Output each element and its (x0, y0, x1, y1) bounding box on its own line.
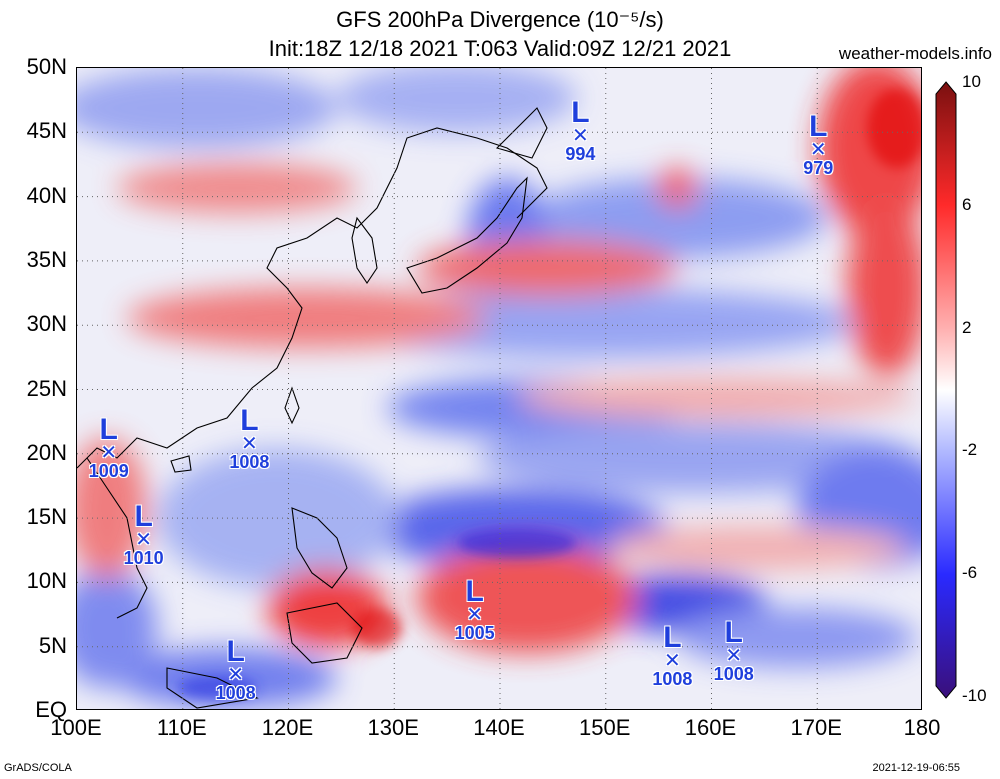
lon-tick-label: 150E (579, 715, 631, 740)
lon-tick-label: 100E (50, 715, 102, 740)
colorbar (935, 81, 957, 699)
low-center-icon: ✕ (725, 644, 743, 667)
colorbar-tick-label: 2 (962, 317, 972, 337)
low-pressure-marker: L ✕ 1008 (713, 615, 754, 684)
low-pressure-value: 1008 (652, 668, 693, 689)
map-area: L ✕ 994 L ✕ 979 L ✕ 1008 L ✕ 1009 L ✕ 1010 L ✕ 1005 L ✕ 1008… (76, 67, 922, 710)
site-credit: weather-models.info (838, 44, 992, 63)
lon-tick-label: 130E (367, 715, 419, 740)
lat-tick-label: 20N (26, 439, 67, 465)
lat-tick-label: 5N (38, 632, 67, 658)
low-center-icon: ✕ (809, 139, 827, 162)
low-center-icon: ✕ (240, 432, 258, 455)
software-credit: GrADS/COLA (4, 762, 72, 774)
low-pressure-value: 1008 (229, 451, 270, 472)
lon-tick-label: 180 (903, 715, 941, 740)
low-pressure-marker: L ✕ 1008 (652, 620, 693, 689)
low-letter: L (240, 403, 259, 437)
low-pressure-value: 1008 (713, 663, 754, 684)
lat-tick-label: 15N (26, 504, 67, 530)
low-letter: L (465, 574, 484, 608)
low-pressure-marker: L ✕ 1009 (88, 412, 129, 481)
low-letter: L (226, 635, 245, 669)
low-pressure-marker: L ✕ 1008 (215, 635, 256, 704)
chart-subtitle: Init:18Z 12/18 2021 T:063 Valid:09Z 12/2… (268, 36, 732, 61)
lon-tick-label: 140E (473, 715, 525, 740)
low-center-icon: ✕ (135, 529, 152, 552)
lat-tick-label: 30N (26, 311, 67, 337)
low-pressure-value: 1005 (454, 622, 495, 643)
colorbar-tick-label: 10 (962, 72, 981, 91)
low-letter: L (99, 412, 118, 446)
low-letter: L (134, 500, 153, 534)
colorbar-tick-label: -6 (962, 563, 978, 583)
low-pressure-value: 979 (803, 158, 834, 179)
lat-tick-label: 25N (26, 375, 67, 401)
low-center-icon: ✕ (663, 649, 681, 672)
colorbar-tick-label: -2 (962, 440, 978, 460)
lon-tick-label: 160E (684, 715, 737, 740)
low-center-icon: ✕ (466, 603, 483, 626)
lat-tick-label: 35N (26, 246, 67, 272)
lat-tick-label: EQ (35, 697, 67, 722)
low-center-icon: ✕ (571, 125, 589, 148)
low-pressure-marker: L ✕ 1010 (123, 500, 164, 569)
divergence-field (77, 68, 921, 709)
low-letter: L (724, 615, 743, 649)
generation-timestamp: 2021-12-19-06:55 (872, 762, 960, 774)
low-center-icon: ✕ (100, 441, 118, 464)
lat-tick-label: 45N (26, 118, 67, 144)
low-pressure-marker: L ✕ 1008 (229, 403, 270, 472)
low-pressure-marker: L ✕ 1005 (454, 574, 495, 643)
low-pressure-value: 1009 (88, 460, 129, 481)
low-letter: L (663, 620, 682, 654)
lon-tick-label: 170E (790, 715, 842, 740)
low-pressure-value: 1010 (123, 548, 164, 569)
lon-tick-label: 120E (261, 715, 314, 740)
low-pressure-marker: L ✕ 979 (803, 110, 834, 179)
low-letter: L (809, 110, 828, 144)
low-pressure-value: 1008 (215, 683, 256, 704)
chart-title: GFS 200hPa Divergence (10⁻⁵/s) (336, 7, 664, 32)
colorbar-tick-label: -10 (962, 686, 987, 705)
low-center-icon: ✕ (227, 664, 245, 687)
colorbar-tick-label: 6 (962, 194, 972, 214)
low-pressure-value: 994 (565, 144, 596, 165)
lat-tick-label: 10N (26, 568, 67, 594)
lat-tick-label: 40N (26, 182, 67, 208)
low-pressure-marker: L ✕ 994 (565, 96, 596, 165)
lat-tick-label: 50N (26, 54, 67, 79)
lon-tick-label: 110E (156, 715, 207, 740)
low-letter: L (571, 96, 590, 130)
